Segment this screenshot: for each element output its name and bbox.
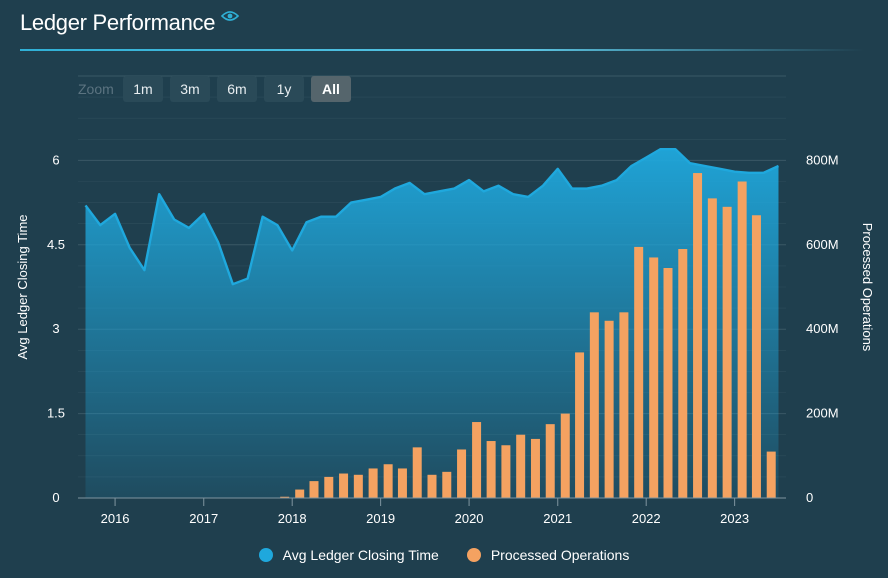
operations-bar: [501, 445, 511, 498]
x-tick-label: 2020: [455, 511, 484, 526]
operations-bar: [368, 468, 378, 498]
x-tick-label: 2022: [632, 511, 661, 526]
legend-label-operations: Processed Operations: [490, 547, 630, 563]
operations-bar: [530, 438, 540, 498]
left-y-tick-label: 6: [52, 152, 59, 167]
legend-label-closing-time: Avg Ledger Closing Time: [282, 547, 439, 563]
operations-bar: [353, 474, 363, 498]
operations-bar: [693, 173, 703, 498]
zoom-1y-button[interactable]: 1y: [264, 76, 304, 102]
closing-time-line: [84, 147, 779, 286]
eye-icon[interactable]: [221, 10, 240, 22]
operations-bar: [324, 476, 334, 498]
operations-bar: [383, 464, 393, 498]
operations-bar: [634, 246, 644, 498]
zoom-6m-button[interactable]: 6m: [217, 76, 257, 102]
operations-bar: [412, 447, 422, 498]
x-tick-label: 2019: [366, 511, 395, 526]
right-axis-title: Processed Operations: [860, 223, 875, 352]
x-tick-label: 2016: [101, 511, 130, 526]
operations-bar: [397, 468, 407, 498]
left-axis-title: Avg Ledger Closing Time: [15, 214, 30, 359]
x-tick-label: 2021: [543, 511, 572, 526]
right-y-tick-label: 800M: [806, 152, 839, 167]
left-y-tick-label: 1.5: [47, 406, 65, 421]
right-y-tick-label: 200M: [806, 406, 839, 421]
operations-bar: [516, 434, 526, 498]
operations-bar: [309, 481, 319, 498]
operations-bar: [545, 424, 555, 498]
operations-bar: [339, 473, 349, 498]
legend-marker-operations: [466, 548, 481, 562]
right-y-tick-label: 600M: [806, 237, 839, 252]
zoom-label: Zoom: [78, 81, 114, 97]
zoom-1m-button[interactable]: 1m: [123, 76, 163, 102]
operations-bar: [486, 441, 496, 498]
legend-item-closing-time[interactable]: Avg Ledger Closing Time: [258, 547, 439, 563]
right-y-tick-label: 400M: [806, 321, 839, 336]
left-y-tick-label: 4.5: [47, 237, 65, 252]
operations-bar: [560, 413, 570, 498]
x-tick-label: 2017: [189, 511, 218, 526]
operations-bar: [472, 422, 482, 498]
legend-marker-closing-time: [258, 548, 273, 562]
closing-time-area: [85, 149, 779, 498]
title-underline: [20, 49, 864, 51]
x-tick-label: 2018: [278, 511, 307, 526]
legend-item-operations[interactable]: Processed Operations: [466, 547, 630, 563]
operations-bar: [457, 449, 467, 498]
zoom-3m-button[interactable]: 3m: [170, 76, 210, 102]
operations-bar: [619, 312, 629, 498]
operations-bar: [751, 215, 761, 498]
chart-legend: Avg Ledger Closing Time Processed Operat…: [0, 547, 888, 563]
operations-bar: [427, 474, 437, 498]
operations-bar: [295, 489, 305, 498]
operations-bar: [678, 249, 688, 498]
operations-bar: [766, 451, 776, 498]
chart-title-bar: Ledger Performance: [20, 6, 240, 40]
right-y-tick-label: 0: [806, 490, 813, 505]
operations-bar: [280, 496, 290, 498]
operations-bar: [649, 257, 659, 498]
left-y-tick-label: 0: [52, 490, 59, 505]
operations-bar: [575, 352, 585, 498]
operations-bar: [737, 181, 747, 498]
operations-bar: [663, 268, 673, 498]
operations-bar: [442, 471, 452, 498]
zoom-controls: Zoom 1m 3m 6m 1y All: [78, 76, 358, 102]
operations-bar: [604, 320, 614, 498]
operations-bar: [707, 198, 717, 498]
left-y-tick-label: 3: [52, 321, 59, 336]
operations-bar: [722, 206, 732, 498]
x-tick-label: 2023: [720, 511, 749, 526]
operations-bar: [589, 312, 599, 498]
zoom-all-button[interactable]: All: [311, 76, 351, 102]
chart-title: Ledger Performance: [20, 10, 216, 35]
